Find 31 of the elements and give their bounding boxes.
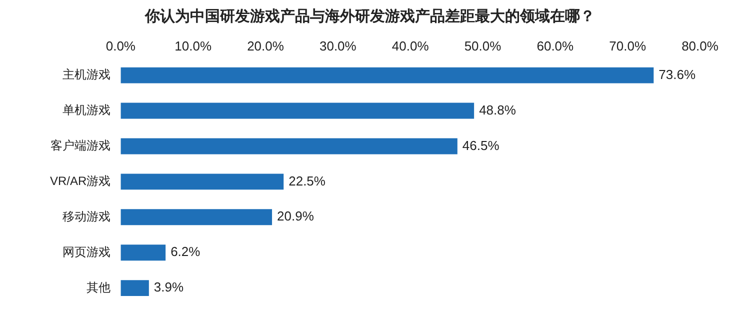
- data-label: 73.6%: [658, 66, 696, 82]
- bar: [120, 138, 458, 154]
- bar: [120, 209, 272, 226]
- data-label: 48.8%: [479, 102, 516, 118]
- bar: [120, 67, 654, 84]
- x-tick-label: 20.0%: [247, 38, 284, 54]
- x-tick-label: 80.0%: [682, 38, 719, 54]
- y-tick-label: 移动游戏: [62, 209, 111, 224]
- y-tick-label: 网页游戏: [62, 244, 111, 259]
- chart-title: 你认为中国研发游戏产品与海外研发游戏产品差距最大的领域在哪？: [144, 8, 595, 26]
- x-tick-label: 30.0%: [319, 38, 357, 54]
- bar: [120, 280, 149, 296]
- x-tick-label: 0.0%: [106, 38, 136, 54]
- data-label: 20.9%: [277, 208, 314, 224]
- x-tick-label: 50.0%: [464, 38, 502, 54]
- data-label: 46.5%: [462, 138, 500, 153]
- bar: [120, 174, 284, 190]
- x-tick-label: 40.0%: [392, 38, 430, 54]
- data-label: 3.9%: [154, 280, 184, 295]
- bar: [120, 102, 474, 119]
- y-tick-label: 客户端游戏: [50, 138, 111, 153]
- data-label: 22.5%: [288, 173, 326, 188]
- y-tick-label: 主机游戏: [62, 68, 111, 82]
- x-tick-label: 70.0%: [609, 38, 646, 54]
- y-tick-label: 其他: [86, 280, 111, 294]
- y-tick-label: VR/AR游戏: [50, 174, 111, 188]
- bar: [120, 244, 166, 261]
- x-tick-label: 60.0%: [536, 38, 574, 54]
- x-tick-label: 10.0%: [174, 38, 212, 54]
- y-tick-label: 单机游戏: [62, 103, 111, 118]
- data-label: 6.2%: [170, 244, 201, 260]
